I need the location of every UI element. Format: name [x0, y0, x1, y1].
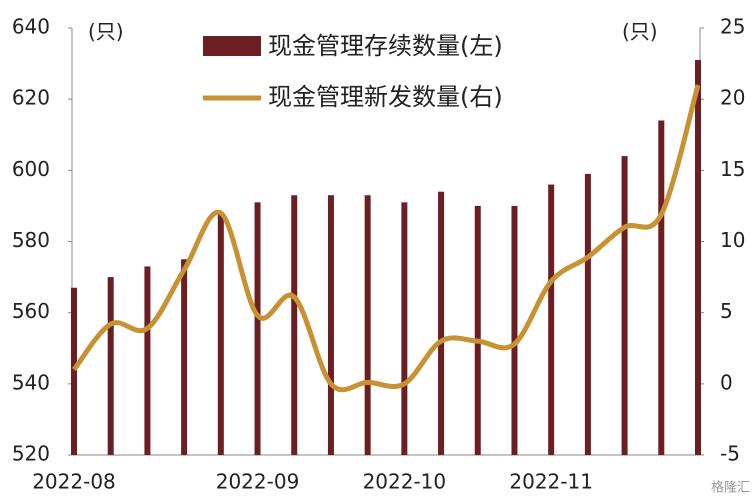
y2-tick-label: 25 [720, 15, 745, 39]
bar [364, 195, 371, 455]
bar [217, 213, 224, 455]
left-unit: (只) [88, 20, 124, 44]
bar [291, 195, 298, 455]
legend-label: 现金管理新发数量(右) [268, 83, 503, 111]
y-tick-label: 580 [12, 228, 50, 252]
y2-tick-label: 10 [720, 228, 745, 252]
legend-label: 现金管理存续数量(左) [268, 32, 503, 60]
bar [327, 195, 334, 455]
line [72, 84, 701, 393]
bar [474, 205, 481, 455]
y-tick-label: 520 [12, 442, 50, 466]
bar [621, 156, 628, 455]
watermark: 格隆汇 [711, 480, 750, 496]
y-tick-label: 600 [12, 157, 50, 181]
x-tick-label: 2022-11 [509, 470, 593, 494]
y2-tick-label: 15 [720, 157, 745, 181]
y2-tick-label: 20 [720, 86, 745, 110]
bar [144, 266, 151, 455]
bar [658, 120, 665, 456]
right-unit: (只) [622, 20, 658, 44]
bar [401, 202, 408, 455]
bar [695, 60, 701, 456]
y2-tick-label: 0 [720, 370, 733, 394]
bar [181, 259, 188, 455]
bar [71, 287, 77, 455]
bar [511, 205, 518, 455]
y2-tick-label: -5 [720, 442, 740, 466]
y-tick-label: 540 [12, 370, 50, 394]
y2-tick-label: 5 [720, 299, 733, 323]
bar [254, 202, 261, 455]
x-tick-label: 2022-08 [32, 470, 116, 494]
y-tick-label: 620 [12, 86, 50, 110]
y-tick-label: 560 [12, 299, 50, 323]
legend-swatch-bar [203, 36, 261, 56]
y-tick-label: 640 [12, 15, 50, 39]
x-tick-label: 2022-10 [363, 470, 447, 494]
bar [107, 277, 114, 455]
x-tick-label: 2022-09 [216, 470, 300, 494]
bar [584, 173, 591, 455]
bar [548, 184, 555, 456]
bar [438, 191, 445, 455]
